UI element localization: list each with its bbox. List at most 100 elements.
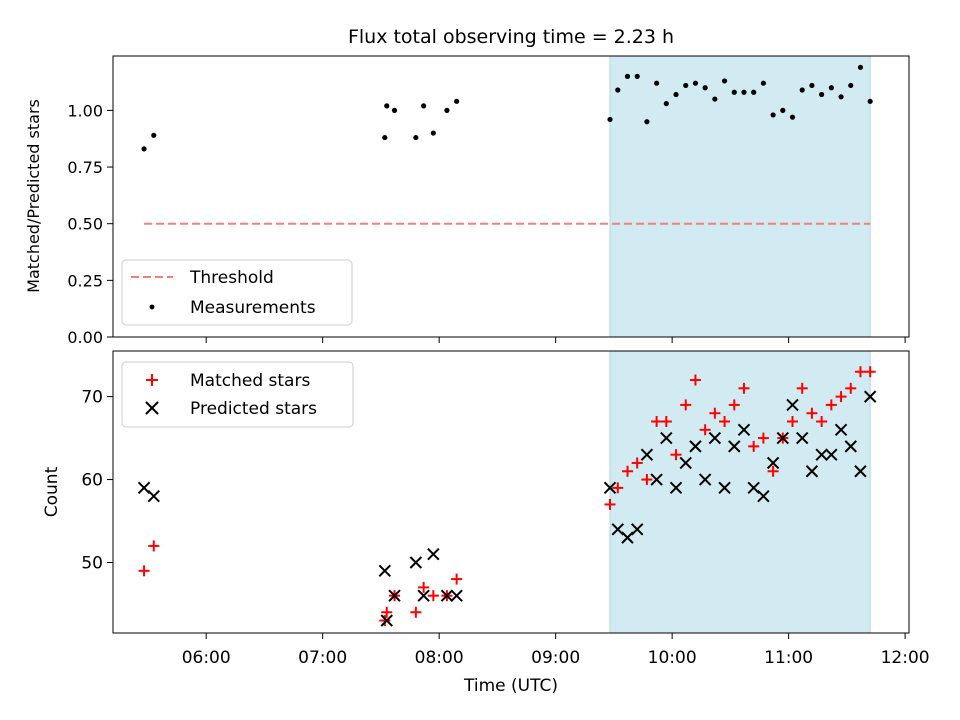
ratio-ytick-label: 0.50 bbox=[67, 215, 103, 234]
measurement-point bbox=[867, 98, 873, 104]
predicted-star-point bbox=[825, 448, 838, 461]
count-xtick-label: 09:00 bbox=[531, 648, 580, 668]
count-legend: Matched stars Predicted stars bbox=[121, 361, 354, 428]
measurement-point bbox=[673, 91, 679, 98]
predicted-star-point bbox=[708, 431, 722, 445]
ratio-legend-box bbox=[121, 259, 353, 326]
legend-measurements-label: Measurements bbox=[190, 298, 316, 318]
predicted-star-point bbox=[737, 423, 751, 437]
chart-title: Flux total observing time = 2.23 h bbox=[348, 26, 674, 48]
matched-star-point bbox=[621, 465, 633, 477]
measurement-point bbox=[151, 132, 157, 138]
measurement-point bbox=[421, 103, 427, 109]
ratio-ytick-label: 0.00 bbox=[67, 328, 103, 347]
matched-star-point bbox=[845, 382, 857, 394]
measurement-point bbox=[799, 87, 805, 93]
ratio-panel-frame bbox=[112, 55, 910, 338]
predicted-star-point bbox=[450, 589, 463, 602]
measurement-point bbox=[607, 116, 613, 123]
matched-star-point bbox=[680, 399, 692, 411]
measurement-point bbox=[702, 85, 708, 91]
count-xtick-label: 12:00 bbox=[881, 648, 930, 668]
legend-matched-swatch bbox=[146, 374, 158, 386]
measurement-point bbox=[654, 80, 660, 86]
measurement-point bbox=[721, 78, 728, 84]
predicted-star-point bbox=[776, 431, 790, 445]
predicted-star-point bbox=[388, 589, 401, 602]
measurement-point bbox=[751, 89, 757, 95]
measurement-point bbox=[857, 64, 864, 70]
predicted-star-point bbox=[640, 448, 654, 461]
measurement-point bbox=[838, 94, 844, 100]
measurement-point bbox=[731, 89, 737, 95]
measurement-point bbox=[391, 107, 398, 113]
measurement-point bbox=[454, 98, 460, 104]
count-panel-frame bbox=[112, 350, 910, 634]
matched-star-point bbox=[660, 416, 672, 427]
measurement-point bbox=[444, 107, 450, 113]
predicted-star-point bbox=[757, 489, 770, 503]
predicted-star-point bbox=[766, 456, 780, 470]
measurement-point bbox=[848, 82, 854, 89]
measurement-point bbox=[770, 112, 776, 118]
measurement-point bbox=[692, 80, 699, 86]
matched-star-point bbox=[854, 366, 866, 378]
count-xtick-label: 08:00 bbox=[415, 648, 464, 668]
predicted-star-point bbox=[689, 440, 702, 453]
count-ytick-label: 70 bbox=[81, 388, 103, 408]
matched-star-point bbox=[604, 498, 616, 510]
predicted-star-point bbox=[698, 473, 712, 486]
matched-star-point bbox=[631, 457, 643, 469]
predicted-star-point bbox=[669, 481, 683, 495]
measurement-point bbox=[615, 87, 621, 93]
count-panel: 50 60 70 06:00 07:00 08:00 09:00 10:00 11:00 12:… bbox=[42, 350, 930, 696]
predicted-star-point bbox=[409, 556, 423, 569]
matched-star-point bbox=[816, 416, 828, 427]
count-xtick-label: 06:00 bbox=[182, 648, 231, 668]
matched-star-point bbox=[427, 590, 439, 602]
measurement-point bbox=[760, 80, 766, 86]
predicted-star-point bbox=[679, 456, 692, 470]
ratio-ytick-label: 0.25 bbox=[67, 271, 103, 290]
measurement-point bbox=[809, 82, 815, 89]
ratio-y-axis-label: Matched/Predicted stars bbox=[24, 99, 43, 293]
measurement-point bbox=[819, 91, 825, 98]
predicted-star-point bbox=[660, 431, 673, 445]
matched-star-point bbox=[451, 573, 463, 585]
measurement-point bbox=[683, 82, 689, 89]
measurement-point bbox=[663, 100, 669, 107]
predicted-star-point bbox=[417, 589, 430, 602]
matched-star-point bbox=[641, 474, 653, 486]
predicted-star-point bbox=[718, 481, 731, 495]
predicted-star-point bbox=[427, 547, 440, 561]
predicted-star-point bbox=[786, 398, 799, 412]
predicted-star-point bbox=[630, 523, 644, 536]
predicted-star-point bbox=[378, 564, 392, 578]
measurement-point bbox=[384, 103, 390, 109]
predicted-star-point bbox=[603, 481, 617, 495]
matched-star-point bbox=[738, 382, 750, 394]
ratio-ytick-label: 1.00 bbox=[67, 101, 103, 120]
count-xtick-label: 11:00 bbox=[764, 648, 813, 668]
matched-star-point bbox=[418, 581, 430, 593]
count-legend-box bbox=[121, 361, 354, 428]
predicted-star-point bbox=[805, 465, 819, 478]
measurement-point bbox=[644, 119, 650, 125]
predicted-star-point bbox=[854, 465, 867, 478]
measurement-point bbox=[430, 130, 436, 136]
matched-star-point bbox=[728, 399, 740, 411]
count-xtick-label: 07:00 bbox=[298, 648, 347, 668]
matched-star-point bbox=[748, 440, 760, 452]
matched-star-point bbox=[148, 540, 160, 552]
x-axis-label: Time (UTC) bbox=[463, 676, 558, 696]
predicted-star-point bbox=[863, 390, 877, 403]
matched-star-point bbox=[796, 382, 808, 394]
matched-star-point bbox=[719, 416, 731, 427]
legend-predicted-swatch bbox=[145, 401, 159, 415]
matched-star-point bbox=[757, 432, 769, 444]
count-shaded-region bbox=[609, 350, 871, 634]
matched-star-point bbox=[699, 424, 711, 436]
matched-star-point bbox=[612, 482, 624, 494]
matched-star-point bbox=[379, 615, 391, 627]
